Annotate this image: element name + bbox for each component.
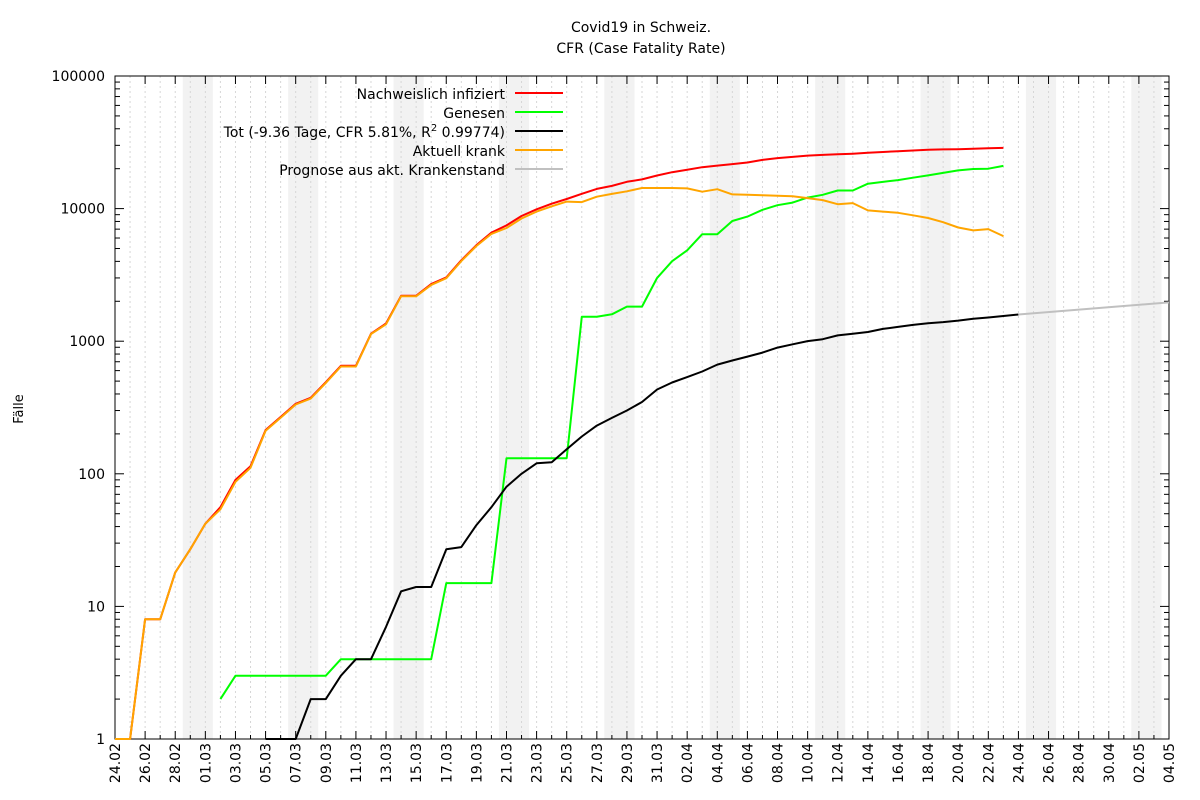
legend-label-infected: Nachweislich infiziert [357,87,506,103]
weekend-band-4 [604,76,635,739]
series-line-forecast [1018,301,1170,316]
x-tick-label-29: 22.04 [981,743,997,783]
x-tick-label-33: 30.04 [1102,743,1118,783]
y-tick-label-4: 10000 [60,202,105,218]
legend-entry-forecast: Prognose aus akt. Krankenstand [279,163,563,179]
x-tick-label-5: 05.03 [259,743,275,783]
series-line-dead [265,313,1019,740]
series-layer [115,146,1170,740]
x-tick-label-19: 02.04 [680,743,696,783]
legend-entry-recovered: Genesen [443,106,563,122]
legend-label-dead: Tot (-9.36 Tage, CFR 5.81%, R2 0.99774) [223,123,505,141]
x-tick-label-11: 17.03 [439,743,455,783]
weekend-band-9 [1131,76,1162,739]
y-tick-label-1: 10 [87,599,105,615]
series-line-infected [115,146,1004,740]
x-tick-label-18: 31.03 [650,743,666,783]
legend: Nachweislich infiziert Genesen Tot (-9.3… [223,87,563,179]
x-tick-label-32: 28.04 [1072,743,1088,783]
x-tick-label-28: 20.04 [951,743,967,783]
x-tick-label-27: 18.04 [921,743,937,783]
x-axis: 24.02 26.02 28.02 01.03 03.03 05.03 07.03 09.03… [108,76,1178,783]
x-tick-label-9: 13.03 [379,743,395,783]
legend-dead-suffix: 0.99774) [437,125,505,141]
x-tick-label-3: 01.03 [198,743,214,783]
x-tick-label-1: 26.02 [138,743,154,783]
x-tick-label-31: 26.04 [1042,743,1058,783]
x-tick-label-7: 09.03 [319,743,335,783]
legend-label-sick: Aktuell krank [413,144,506,160]
x-tick-label-25: 14.04 [861,743,877,783]
weekend-band-3 [498,76,530,739]
x-tick-label-34: 02.05 [1132,743,1148,783]
x-tick-label-30: 24.04 [1011,743,1027,783]
y-tick-label-3: 1000 [69,334,105,350]
weekend-shading [182,76,1162,739]
y-tick-label-2: 100 [78,467,105,483]
y-tick-label-5: 100000 [52,69,105,85]
x-tick-label-35: 04.05 [1162,743,1178,783]
x-tick-label-21: 06.04 [740,743,756,783]
x-tick-label-6: 07.03 [289,743,305,783]
y-axis-label: Fälle [12,394,27,423]
weekend-band-2 [393,76,424,739]
x-tick-label-14: 23.03 [530,743,546,783]
x-tick-label-16: 27.03 [590,743,606,783]
x-tick-label-17: 29.03 [620,743,636,783]
x-tick-label-24: 12.04 [831,743,847,783]
legend-entry-sick: Aktuell krank [413,144,563,160]
series-line-sick [115,187,1004,740]
grid-lines [129,76,1155,739]
weekend-band-7 [920,76,951,739]
x-tick-label-2: 28.02 [168,743,184,783]
x-tick-label-12: 19.03 [469,743,485,783]
x-tick-label-8: 11.03 [349,743,365,783]
y-tick-label-0: 1 [96,732,105,748]
x-tick-label-23: 10.04 [801,743,817,783]
x-tick-label-10: 15.03 [409,743,425,783]
x-tick-label-0: 24.02 [108,743,124,783]
legend-entry-infected: Nachweislich infiziert [357,87,563,103]
weekend-band-6 [815,76,846,739]
x-tick-label-4: 03.03 [228,743,244,783]
x-tick-label-22: 08.04 [771,743,787,783]
legend-dead-prefix: Tot (-9.36 Tage, CFR 5.81%, R [223,125,431,141]
x-tick-label-15: 25.03 [560,743,576,783]
legend-label-recovered: Genesen [443,106,505,122]
x-tick-label-20: 04.04 [710,743,726,783]
legend-label-forecast: Prognose aus akt. Krankenstand [279,163,505,179]
chart-subtitle: CFR (Case Fatality Rate) [556,41,725,57]
x-tick-label-13: 21.03 [499,743,515,783]
weekend-band-8 [1025,76,1057,739]
legend-entry-dead: Tot (-9.36 Tage, CFR 5.81%, R2 0.99774) [223,123,563,141]
y-axis: 1 10 100 1000 10000 100000 [52,69,1169,748]
weekend-band-0 [182,76,213,739]
x-tick-label-26: 16.04 [891,743,907,783]
chart-title: Covid19 in Schweiz. [571,20,711,36]
series-line-recovered [219,164,1004,700]
legend-dead-superscript: 2 [431,123,437,134]
weekend-band-5 [709,76,740,739]
